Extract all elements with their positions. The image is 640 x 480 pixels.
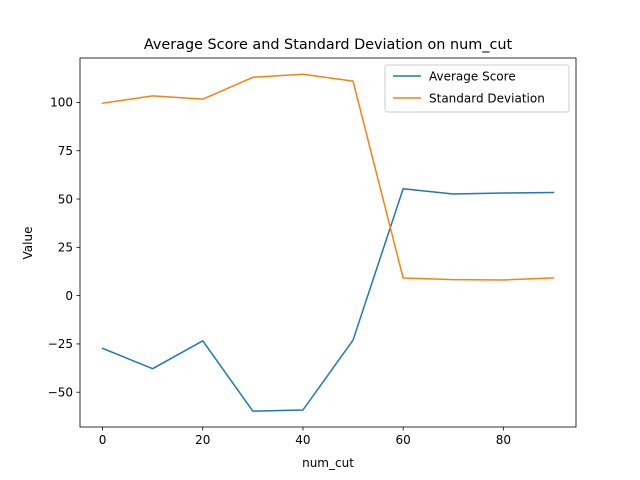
x-tick-label: 60 (396, 433, 411, 447)
plot-area (79, 57, 577, 428)
chart-title: Average Score and Standard Deviation on … (144, 37, 513, 53)
x-axis-label: num_cut (302, 456, 354, 470)
y-tick-label: −50 (48, 386, 73, 400)
x-axis: 0 20 40 60 80 (99, 427, 511, 447)
y-tick-label: 50 (58, 192, 73, 206)
x-tick-label: 80 (496, 433, 511, 447)
x-tick-label: 20 (195, 433, 210, 447)
plot-frame (79, 57, 577, 428)
legend-label: Standard Deviation (429, 91, 545, 105)
y-tick-label: 0 (65, 289, 73, 303)
legend: Average Score Standard Deviation (384, 64, 570, 113)
legend-box (384, 64, 570, 113)
y-tick-label: 75 (58, 144, 73, 158)
y-tick-label: −25 (48, 337, 73, 351)
y-tick-label: 25 (58, 241, 73, 255)
y-axis-label: Value (21, 227, 35, 260)
y-tick-label: 100 (50, 96, 73, 110)
x-tick-label: 0 (99, 433, 107, 447)
legend-label: Average Score (429, 69, 516, 83)
series-line-average-score (101, 188, 555, 412)
series-line-standard-deviation (101, 73, 555, 281)
series-group (101, 73, 555, 412)
x-tick-label: 40 (295, 433, 310, 447)
y-axis: −50 −25 0 25 50 75 100 (48, 96, 80, 400)
